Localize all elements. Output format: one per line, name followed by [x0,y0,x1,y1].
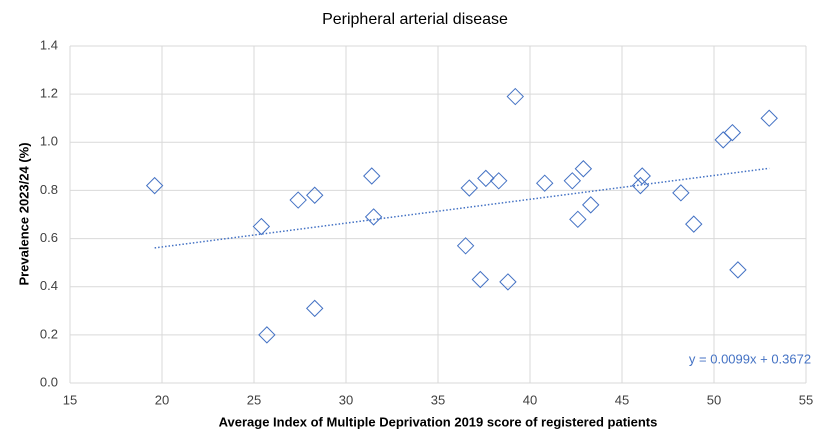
x-tick-label: 55 [799,392,813,407]
data-point [145,176,164,195]
data-point [582,196,600,214]
data-point [723,123,742,142]
data-point [477,169,495,188]
y-axis-title: Prevalence 2023/24 (%) [16,142,31,285]
data-point [685,215,703,233]
data-point [471,270,490,289]
y-tick-label: 0.2 [40,326,58,341]
trendline [154,167,770,249]
x-axis-title: Average Index of Multiple Deprivation 20… [219,414,658,429]
data-point [506,87,524,106]
data-point [306,186,324,204]
data-point [631,176,650,195]
data-point [460,179,478,197]
data-point [729,261,747,279]
y-tick-label: 1.4 [40,37,58,52]
data-point [563,172,582,190]
data-point [633,167,651,185]
data-point [760,109,778,127]
data-point [364,208,383,226]
x-tick-label: 30 [339,392,353,407]
y-tick-label: 0.8 [40,182,58,197]
data-point [456,237,475,255]
data-point [490,172,508,190]
data-point [289,191,307,209]
data-point [252,217,271,236]
x-tick-label: 45 [615,392,629,407]
data-point [574,160,593,178]
data-point [672,184,690,202]
x-tick-label: 25 [247,392,261,407]
y-tick-label: 0.6 [40,230,58,245]
x-tick-label: 20 [155,392,169,407]
chart-title: Peripheral arterial disease [322,11,508,28]
data-point [536,174,554,192]
data-point [258,326,276,344]
x-tick-label: 40 [523,392,537,407]
data-point [499,273,517,291]
y-tick-label: 1.0 [40,134,58,149]
y-tick-label: 1.2 [40,86,58,101]
data-point [569,210,587,229]
y-tick-label: 0.4 [40,278,58,293]
x-tick-label: 50 [707,392,721,407]
y-tick-label: 0.0 [40,374,58,389]
data-point [306,299,324,318]
x-tick-label: 15 [63,392,77,407]
trendline-equation: y = 0.0099x + 0.3672 [689,351,811,366]
data-point [714,131,732,149]
data-point [363,167,381,185]
x-tick-label: 35 [431,392,445,407]
